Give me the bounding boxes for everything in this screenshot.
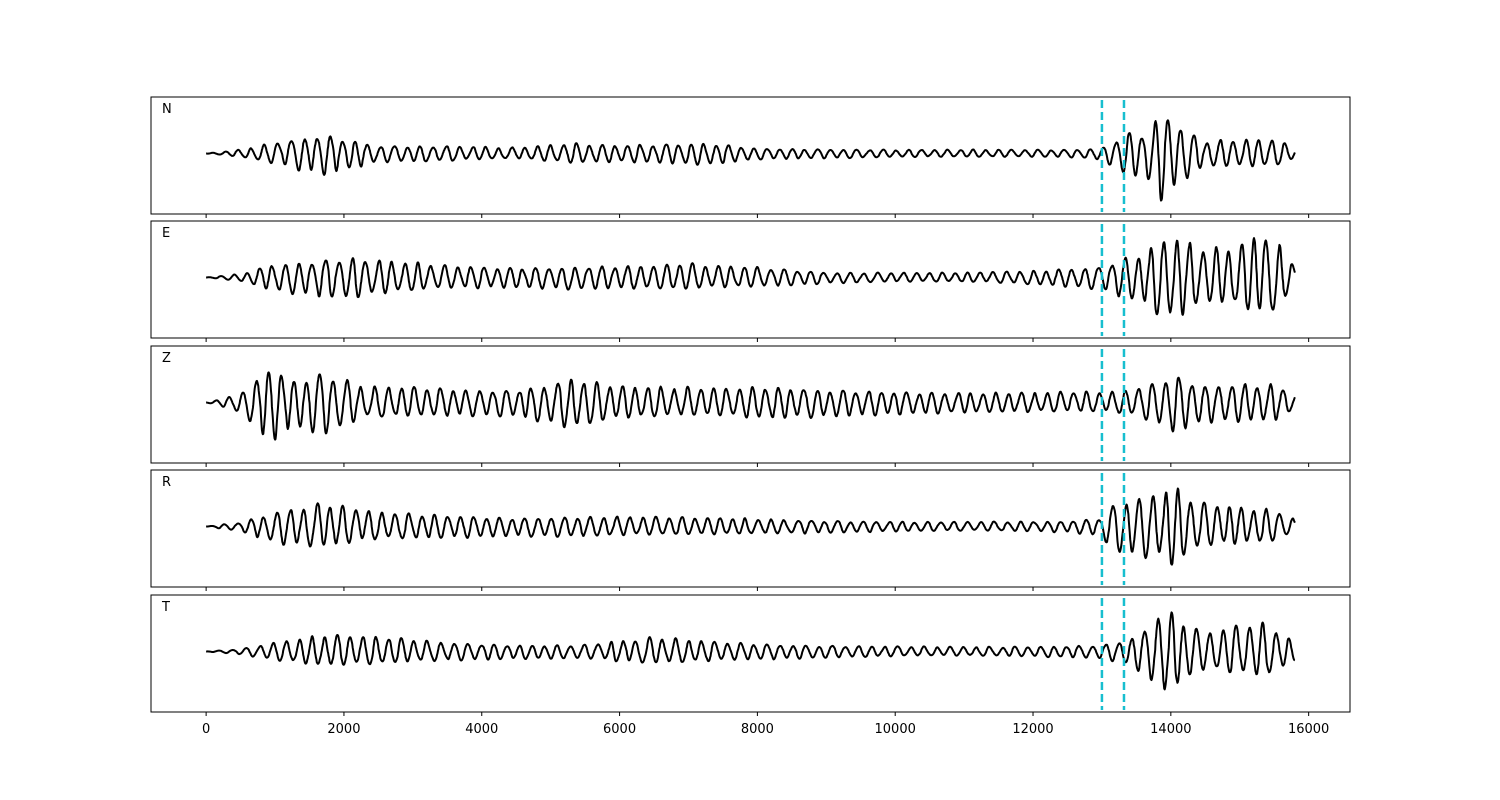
x-tick-label: 0 bbox=[202, 722, 210, 737]
panel-frame bbox=[150, 469, 1351, 588]
panel-r: R bbox=[150, 469, 1351, 591]
x-tick-label: 10000 bbox=[875, 722, 916, 737]
x-tick-label: 6000 bbox=[603, 722, 636, 737]
panel-e: E bbox=[150, 220, 1351, 342]
channel-label: R bbox=[162, 475, 171, 490]
x-tick-label: 14000 bbox=[1150, 722, 1191, 737]
x-tick-label: 16000 bbox=[1288, 722, 1329, 737]
x-axis: 0 2000 4000 6000 8000 10000 12000 14000 16000 bbox=[202, 722, 1329, 737]
waveform-z bbox=[205, 371, 1296, 441]
panel-frame bbox=[150, 220, 1351, 339]
waveform-n bbox=[205, 119, 1296, 202]
panel-frame bbox=[150, 594, 1351, 713]
x-tick-label: 8000 bbox=[741, 722, 774, 737]
waveform-t bbox=[205, 611, 1296, 691]
channel-label: N bbox=[162, 102, 172, 117]
panel-z: Z bbox=[150, 345, 1351, 467]
channel-panels: N E Z R T bbox=[150, 96, 1351, 716]
channel-label: T bbox=[161, 600, 170, 615]
x-tick-label: 2000 bbox=[327, 722, 360, 737]
x-tick-label: 12000 bbox=[1012, 722, 1053, 737]
panel-n: N bbox=[150, 96, 1351, 218]
waveform-r bbox=[205, 487, 1296, 566]
x-tick-label: 4000 bbox=[465, 722, 498, 737]
panel-t: T bbox=[150, 594, 1351, 716]
panel-frame bbox=[150, 345, 1351, 464]
channel-label: E bbox=[162, 226, 170, 241]
channel-label: Z bbox=[162, 351, 171, 366]
waveform-e bbox=[205, 237, 1296, 316]
panel-frame bbox=[150, 96, 1351, 215]
